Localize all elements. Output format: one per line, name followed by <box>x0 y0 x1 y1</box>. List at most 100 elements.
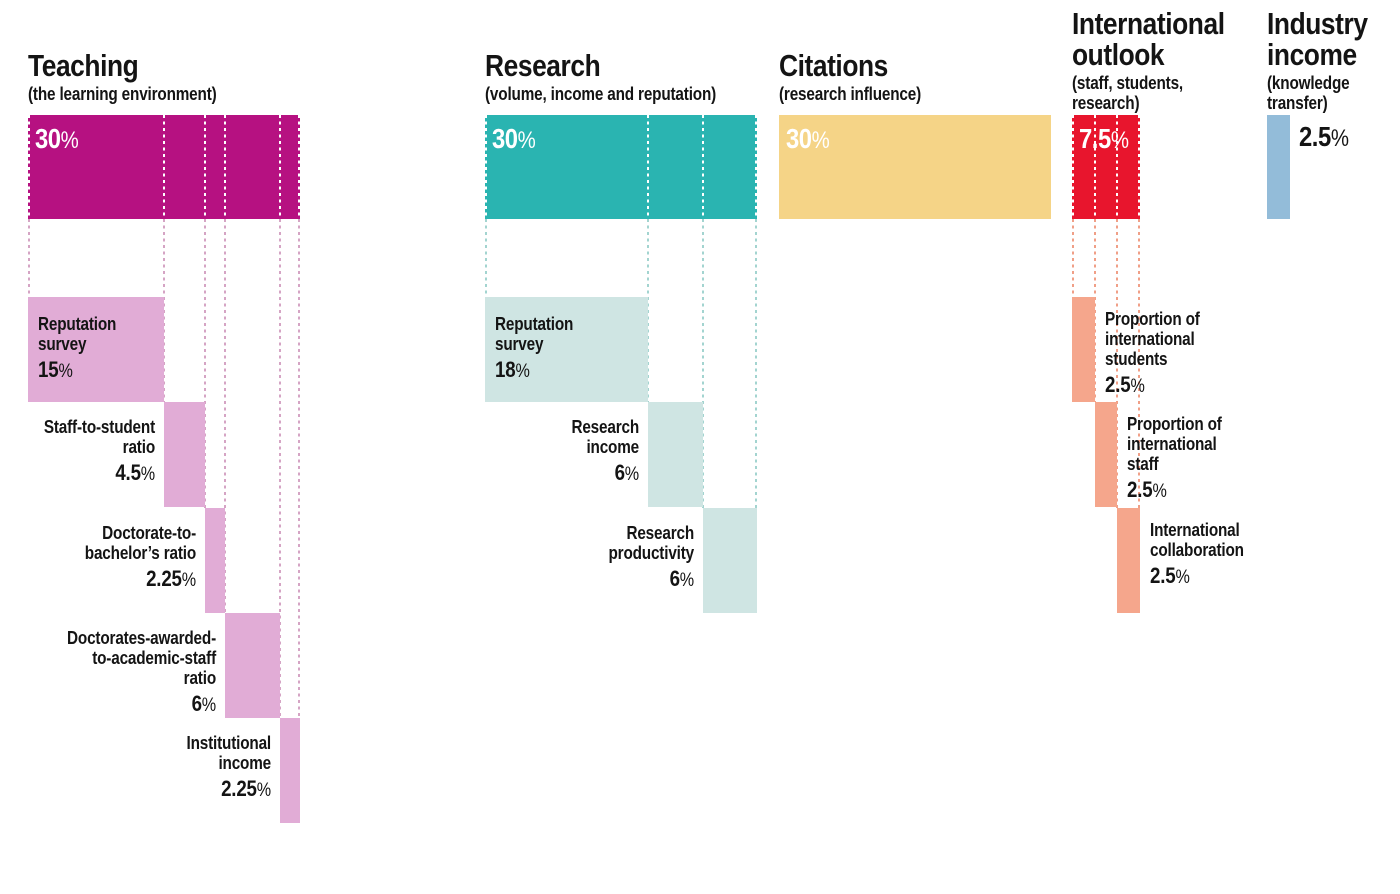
industry-income-subtitle-line: transfer) <box>1267 93 1328 113</box>
industry-income-subtitle-line: (knowledge <box>1267 73 1350 93</box>
teaching-guide-line-4 <box>278 219 281 718</box>
teaching-component-1-weight-number: 4.5 <box>115 460 141 486</box>
international-outlook-bar-divider-2 <box>1116 115 1119 219</box>
industry-income-title-line: Industry <box>1267 6 1368 41</box>
teaching-component-3-label: Doctorates-awarded-to-academic-staff rati… <box>29 628 216 717</box>
international-outlook-component-2-block <box>1117 507 1140 613</box>
research-title-line: Research <box>485 48 601 83</box>
percent-sign: % <box>256 780 271 801</box>
percent-sign: % <box>1152 481 1168 503</box>
teaching-component-3-block <box>225 612 280 718</box>
citations-weight-number: 30 <box>786 123 812 154</box>
teaching-component-3-weight-label: 6% <box>29 692 217 717</box>
teaching-subtitle: (the learning environment) <box>28 84 217 104</box>
teaching-component-0-label: Reputation survey 15% <box>38 314 143 383</box>
research-bar <box>485 115 757 219</box>
international-outlook-title-line: International <box>1072 6 1225 41</box>
international-outlook-component-0-block <box>1072 297 1095 402</box>
citations-subtitle: (research influence) <box>779 84 921 104</box>
research-component-2-label-line: Research <box>626 522 694 543</box>
research-component-0-weight-number: 18 <box>495 357 516 382</box>
international-outlook-bar-divider-3 <box>1138 115 1140 219</box>
industry-income-subtitle: (knowledge transfer) <box>1267 73 1368 113</box>
percent-sign: % <box>58 361 73 382</box>
research-header: Research (volume, income and reputation) <box>485 50 716 104</box>
international-outlook-subtitle-line: (staff, students, <box>1072 73 1184 93</box>
international-outlook-component-1-label: Proportion of international staff 2.5% <box>1127 414 1314 503</box>
teaching-guide-line-1 <box>163 219 165 403</box>
research-component-1-label-line: income <box>586 437 640 458</box>
research-guide-line-3 <box>755 219 757 508</box>
research-subtitle-line: (volume, income and reputation) <box>485 84 717 104</box>
teaching-component-4-label: Institutional income 2.25% <box>84 733 271 802</box>
international-outlook-guide-line-2 <box>1116 219 1119 508</box>
international-outlook-component-2-label: International collaboration 2.5% <box>1150 520 1337 589</box>
research-bar-divider-3 <box>755 115 757 219</box>
teaching-guide-line-2 <box>203 219 206 508</box>
research-component-1-block <box>648 402 703 508</box>
international-outlook-component-0-label-line: students <box>1104 349 1168 369</box>
industry-income-header: Industry income (knowledge transfer) <box>1267 8 1368 113</box>
research-guide-line-1 <box>647 219 650 403</box>
teaching-component-4-weight-label: 2.25% <box>84 778 271 802</box>
percent-sign: % <box>515 361 530 382</box>
research-bar-divider-0 <box>485 115 487 219</box>
teaching-subtitle-line: (the learning environment) <box>28 84 217 104</box>
teaching-component-0-label-line: survey <box>38 334 87 354</box>
teaching-guide-line-0 <box>28 219 30 297</box>
teaching-component-1-label-line: ratio <box>122 437 156 458</box>
research-component-2-weight-label: 6% <box>507 567 694 592</box>
teaching-component-4-label-line: Institutional <box>186 733 271 753</box>
teaching-component-1-label-line: Staff-to-student <box>43 417 156 438</box>
international-outlook-component-2-label-line: International <box>1150 519 1240 540</box>
research-component-2-label: Research productivity 6% <box>507 523 694 592</box>
teaching-component-0-block <box>28 297 164 402</box>
teaching-component-4-label-line: income <box>218 753 271 773</box>
international-outlook-guide-line-0 <box>1072 219 1074 297</box>
international-outlook-guide-line-1 <box>1093 219 1096 403</box>
percent-sign: % <box>140 464 156 486</box>
teaching-component-4-block <box>279 718 300 823</box>
international-outlook-component-0-label-line: international <box>1104 329 1195 349</box>
teaching-component-2-label-line: bachelor’s ratio <box>84 542 196 563</box>
citations-weight-label: 30% <box>786 123 830 155</box>
industry-income-bar <box>1267 115 1290 219</box>
percent-sign: % <box>1330 125 1349 152</box>
teaching-bar-divider-2 <box>203 115 206 219</box>
percent-sign: % <box>181 569 196 591</box>
percent-sign: % <box>1130 376 1145 397</box>
research-bar-divider-2 <box>701 115 704 219</box>
international-outlook-header: International outlook (staff, students, res… <box>1072 8 1225 113</box>
research-guide-line-0 <box>485 219 487 297</box>
research-component-0-block <box>485 297 649 402</box>
teaching-component-1-weight-label: 4.5% <box>0 462 155 486</box>
teaching-component-2-label-line: Doctorate-to- <box>101 522 196 543</box>
research-component-2-label-line: productivity <box>608 542 694 563</box>
industry-income-weight-number: 2.5 <box>1298 121 1331 152</box>
teaching-component-1-block <box>164 402 205 508</box>
teaching-component-4-weight-number: 2.25 <box>220 776 257 801</box>
teaching-weight-number: 30 <box>35 123 61 154</box>
research-component-1-label: Research income 6% <box>452 417 640 486</box>
international-outlook-component-1-label-line: international <box>1127 434 1217 455</box>
international-outlook-subtitle-line: research) <box>1072 93 1140 113</box>
percent-sign: % <box>1175 566 1190 588</box>
percent-sign: % <box>517 127 536 154</box>
teaching-bar-divider-4 <box>278 115 281 219</box>
research-component-1-label-line: Research <box>571 417 640 438</box>
research-component-1-weight-number: 6 <box>614 460 625 486</box>
international-outlook-component-1-label-line: Proportion of <box>1127 414 1223 435</box>
international-outlook-bar-divider-0 <box>1072 115 1074 219</box>
teaching-component-0-label-line: Reputation <box>38 314 117 334</box>
teaching-weight-label: 30% <box>35 123 79 155</box>
citations-title-line: Citations <box>779 48 888 83</box>
research-component-1-weight-label: 6% <box>452 460 640 486</box>
industry-income-weight-label: 2.5% <box>1299 121 1349 153</box>
percent-sign: % <box>624 464 640 486</box>
teaching-component-0-weight-number: 15 <box>38 357 59 382</box>
percent-sign: % <box>1110 127 1129 154</box>
international-outlook-bar <box>1072 115 1140 219</box>
international-outlook-guide-line-3 <box>1138 219 1140 508</box>
teaching-component-3-label-line: ratio <box>183 667 217 688</box>
